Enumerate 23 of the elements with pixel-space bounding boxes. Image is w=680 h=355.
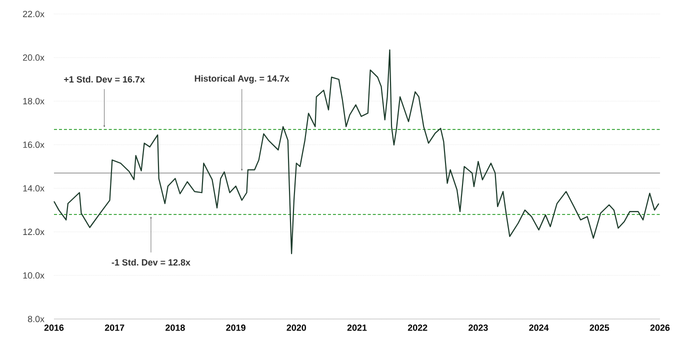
x-tick-label: 2026 — [650, 324, 670, 331]
x-tick-label: 2022 — [408, 324, 428, 331]
x-tick-label: 2018 — [166, 324, 185, 331]
y-tick-label: 18.0x — [23, 98, 44, 104]
y-tick-label: 14.0x — [23, 185, 44, 192]
y-tick-label: 20.0x — [23, 54, 44, 61]
x-tick-label: 2016 — [44, 324, 64, 331]
y-tick-label: 12.0x — [23, 228, 44, 236]
annotation: Historical Avg. = 14.7x — [194, 75, 290, 84]
annotation: -1 Std. Dev = 12.8x — [112, 258, 190, 266]
line-series — [53, 49, 660, 254]
x-tick-label: 2024 — [529, 324, 549, 331]
x-tick-label: 2025 — [590, 324, 610, 331]
annotation: +1 Std. Dev = 16.7x — [64, 76, 145, 83]
y-tick-label: 10.0x — [23, 272, 44, 279]
x-tick-label: 2017 — [104, 324, 124, 331]
y-tick-label: 8.0x — [28, 316, 44, 322]
x-tick-label: 2023 — [468, 324, 488, 331]
x-tick-label: 2020 — [286, 324, 306, 331]
y-tick-label: 22.0x — [23, 10, 44, 18]
x-tick-label: 2019 — [226, 324, 246, 331]
x-tick-label: 2021 — [347, 324, 367, 331]
y-tick-label: 16.0x — [23, 142, 44, 148]
